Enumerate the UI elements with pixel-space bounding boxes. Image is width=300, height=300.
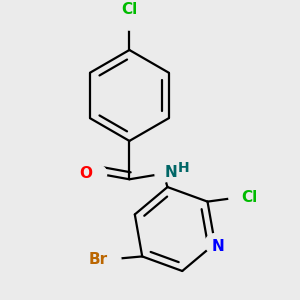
Text: Br: Br	[89, 252, 108, 267]
Text: N: N	[212, 239, 224, 254]
Circle shape	[90, 165, 107, 182]
Text: H: H	[178, 161, 189, 175]
Circle shape	[101, 249, 121, 269]
Circle shape	[121, 13, 138, 30]
Text: Cl: Cl	[242, 190, 258, 205]
Text: N: N	[165, 165, 178, 180]
Circle shape	[155, 165, 172, 182]
Circle shape	[205, 234, 225, 254]
Circle shape	[229, 188, 249, 207]
Text: Cl: Cl	[121, 2, 137, 17]
Text: O: O	[80, 166, 92, 181]
